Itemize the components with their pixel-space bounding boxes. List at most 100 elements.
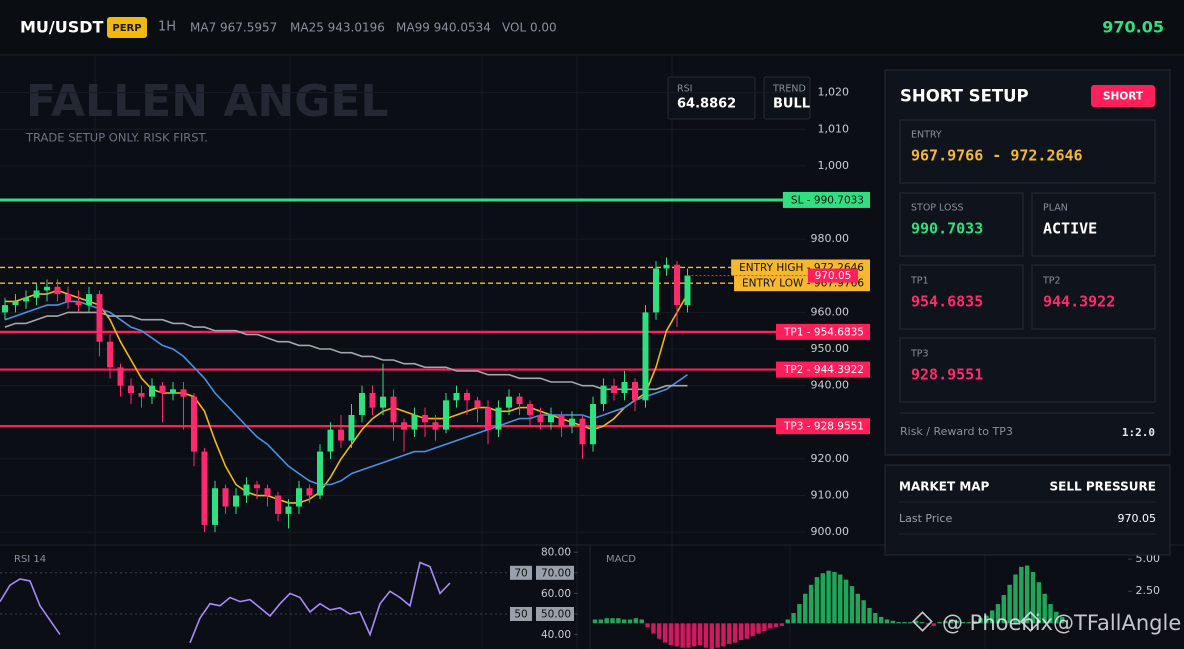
macd-bar	[744, 623, 750, 639]
macd-bar	[914, 620, 919, 624]
candle-body	[33, 290, 40, 298]
candle-body	[590, 403, 596, 445]
macd-bar	[657, 623, 662, 639]
badge: PERP	[112, 23, 141, 34]
short-badge-text[interactable]: SHORT	[1103, 91, 1144, 103]
candle-body	[611, 385, 617, 393]
candle-body	[474, 400, 481, 408]
indicator-box	[667, 76, 756, 120]
entry-label: ENTRY	[911, 130, 942, 141]
macd-bar	[1001, 595, 1006, 624]
macd-bar	[738, 623, 744, 641]
macd-bar	[1007, 584, 1012, 624]
candle-body	[653, 268, 659, 313]
stat: VOL 0.00	[502, 21, 557, 35]
macd-bar	[867, 607, 872, 624]
rr-value: 1:2.0	[1122, 426, 1155, 439]
candle-body	[548, 414, 554, 423]
macd-bar	[604, 618, 609, 624]
macd-bar	[756, 623, 761, 634]
cell-label: PLAN	[1043, 203, 1068, 214]
cell-label: TP1	[910, 276, 929, 287]
price-layer: 1,020 1,010 1,000 980.00 960.00 950.00 940.00 9…	[0, 86, 850, 538]
level-tag	[776, 323, 870, 340]
macd-bar	[803, 593, 808, 624]
macd-bar	[674, 623, 679, 647]
candle-body	[86, 294, 92, 306]
candle-body	[327, 429, 334, 452]
symbol: MU/USDT	[20, 18, 104, 37]
rr-label: Risk / Reward to TP3	[900, 425, 1013, 438]
watermark-title: FALLEN ANGEL	[26, 76, 388, 127]
macd-bar	[890, 620, 896, 624]
tick-box	[536, 565, 574, 580]
candle-body	[432, 422, 439, 430]
candle-body	[212, 488, 218, 525]
badge-bg	[107, 17, 147, 38]
entry-box	[899, 119, 1156, 184]
macd-bar	[989, 610, 995, 624]
candle-body	[264, 488, 271, 496]
candle-body	[159, 385, 166, 393]
macd-bar	[773, 623, 779, 628]
candle-body	[663, 264, 670, 269]
macd-bar	[919, 622, 925, 624]
candle-body	[621, 382, 628, 393]
candle-body	[117, 367, 124, 386]
cell-value: 954.6835	[911, 293, 983, 311]
level-tag-text: TP3 - 928.9551	[783, 421, 864, 433]
macd-bar	[832, 571, 837, 624]
cell-label: TP3	[910, 349, 929, 360]
macd-bar	[732, 623, 738, 643]
macd-bar	[861, 600, 866, 624]
macd-bar	[1060, 616, 1065, 624]
indicator-label: TREND	[772, 84, 806, 95]
macd-bar	[966, 622, 971, 624]
candle-body	[632, 382, 638, 401]
macd-bar	[762, 623, 767, 632]
candle-body	[285, 506, 292, 514]
rsi-line	[0, 561, 451, 644]
candle-body	[75, 301, 82, 306]
candle-body	[12, 301, 19, 306]
cell-value: ACTIVE	[1043, 220, 1097, 238]
y-tick-label: 900.00	[811, 525, 850, 538]
cell	[899, 337, 1156, 403]
macd-bar	[931, 623, 936, 626]
level-tag-text: TP2 - 944.3922	[783, 364, 864, 376]
macd-bar	[610, 618, 615, 624]
macd-bar	[995, 604, 1001, 624]
rsi-level-label: 70	[514, 567, 527, 579]
cell-value: 944.3922	[1043, 293, 1115, 311]
macd-bar	[1013, 574, 1018, 624]
candle-body	[401, 422, 407, 430]
candle-body	[443, 400, 449, 430]
macd-bar	[668, 623, 674, 646]
candle-body	[338, 429, 344, 441]
short-badge[interactable]	[1091, 85, 1155, 107]
indicator-value: 64.8862	[677, 97, 736, 112]
macd-bar	[721, 623, 726, 647]
macd-bar	[984, 615, 989, 624]
macd-bar	[902, 622, 907, 624]
candle-body	[107, 341, 113, 368]
macd-bar	[1024, 565, 1030, 624]
macd-bar	[937, 622, 942, 624]
y-tick-label: 1,000	[818, 159, 850, 172]
macd-bar	[978, 618, 983, 624]
last-price: 970.05	[815, 270, 852, 282]
macd-bar	[878, 616, 884, 624]
macd-bar	[768, 623, 773, 629]
interval[interactable]: 1H	[158, 20, 176, 35]
candle-body	[233, 495, 239, 507]
y-tick-label: 950.00	[811, 342, 850, 355]
y-tick-label: 960.00	[811, 305, 850, 318]
macd-bar	[949, 619, 954, 624]
macd-bar	[727, 623, 732, 644]
indicator-box	[763, 76, 811, 120]
market-title: MARKET MAP	[899, 480, 990, 494]
y-tick-label: 1,010	[818, 122, 850, 135]
macd-bar	[849, 586, 855, 624]
y-tick-label: 40.00	[541, 629, 571, 641]
candle-body	[254, 484, 260, 489]
